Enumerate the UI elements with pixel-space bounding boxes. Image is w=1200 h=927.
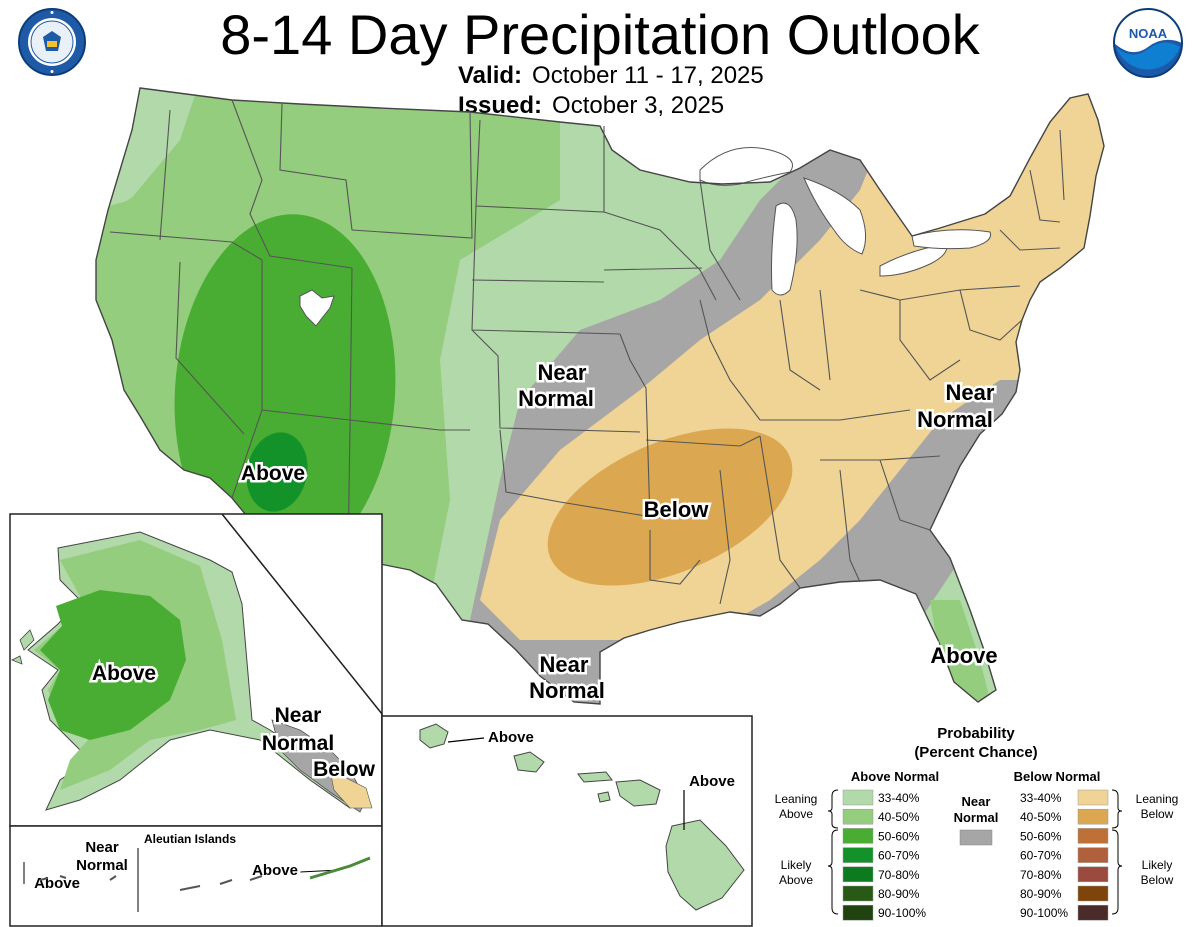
issued-date: October 3, 2025: [552, 92, 725, 119]
legend-below-header: Below Normal: [1014, 769, 1101, 784]
legend-title-2: (Percent Chance): [914, 744, 1037, 761]
legend-likely-below-2: Below: [1141, 873, 1174, 887]
oahu: [513, 751, 545, 773]
state-boundaries: [109, 99, 1065, 605]
label-near-normal-east-l2: Normal: [917, 407, 993, 432]
above-60-70-region: [246, 432, 308, 512]
alaska-above-50-60: [40, 590, 186, 740]
label-near-normal-central-l2: Normal: [518, 386, 594, 411]
molokai: [577, 771, 613, 783]
label-below-central: Below: [644, 497, 710, 522]
florida-above-40-50: [930, 600, 990, 700]
label-above-florida: Above: [930, 643, 997, 668]
legend-below-swatch-4: [1077, 866, 1109, 883]
legend-above-swatch-5: [842, 885, 874, 902]
big-island: [665, 819, 745, 911]
legend-below-swatch-1: [1077, 808, 1109, 825]
label-hawaii-above-kauai: Above: [488, 729, 534, 746]
valid-line: Valid: October 11 - 17, 2025: [458, 62, 764, 90]
legend-above-swatch-2: [842, 828, 874, 844]
legend-below-label-5: 80-90%: [1020, 887, 1062, 901]
legend-leaning-below-2: Below: [1141, 807, 1174, 821]
alaska-inset: Above Near Normal Below: [9, 513, 383, 827]
legend-above-label-6: 90-100%: [878, 906, 926, 920]
legend-above-label-0: 33-40%: [878, 791, 920, 805]
lanai: [597, 791, 611, 803]
legend-above-label-3: 60-70%: [878, 849, 920, 863]
label-near-normal-south-l1: Near: [540, 652, 589, 677]
legend-above-swatch-1: [842, 808, 874, 825]
label-alaska-below: Below: [313, 758, 376, 781]
legend-below-swatch-3: [1077, 847, 1109, 863]
label-aleutian-near-l2: Normal: [76, 857, 128, 874]
legend-near-header-1: Near: [962, 794, 991, 809]
maui: [615, 779, 661, 807]
kauai: [419, 723, 449, 749]
legend-below-label-4: 70-80%: [1020, 868, 1062, 882]
legend-likely-above-2: Above: [779, 873, 813, 887]
legend-above-swatch-0: [842, 789, 874, 806]
label-alaska-near-l1: Near: [275, 704, 322, 727]
legend-below-label-2: 50-60%: [1020, 829, 1062, 843]
valid-dates: October 11 - 17, 2025: [532, 62, 764, 89]
legend-above-label-1: 40-50%: [878, 810, 920, 824]
legend-above-swatch-6: [842, 904, 874, 921]
label-near-normal-central-l1: Near: [538, 360, 587, 385]
pacific-nw-above-33-40: [96, 88, 200, 220]
alaska-panhandle-below: [329, 769, 373, 809]
label-alaska-near-l2: Normal: [262, 732, 334, 755]
legend-above-label-2: 50-60%: [878, 829, 920, 843]
valid-label: Valid:: [458, 62, 523, 89]
map-title: 8-14 Day Precipitation Outlook: [220, 3, 980, 66]
label-aleutian-above-west: Above: [34, 875, 80, 892]
legend-likely-below-1: Likely: [1142, 858, 1173, 872]
legend-above-bins: 33-40% 40-50% 50-60% 60-70% 70-80% 80-90% 90-1…: [842, 789, 926, 921]
legend-above-header: Above Normal: [851, 769, 939, 784]
legend-above-label-5: 80-90%: [878, 887, 920, 901]
label-hawaii-above-big-island: Above: [689, 773, 735, 790]
legend-below-swatch-6: [1077, 904, 1109, 921]
label-near-normal-east-l1: Near: [946, 380, 995, 405]
legend-near-swatch: [959, 829, 993, 846]
legend-below-swatch-5: [1077, 885, 1109, 902]
legend-likely-above-1: Likely: [781, 858, 812, 872]
legend-near-header-2: Normal: [954, 810, 999, 825]
legend-below-bins: 33-40% 40-50% 50-60% 60-70% 70-80% 80-90% 90-1…: [1020, 789, 1109, 921]
above-50-60-region: [174, 214, 396, 570]
hawaii-inset: Above Above: [381, 715, 753, 927]
label-aleutian-above-east: Above: [252, 862, 298, 879]
label-alaska-above: Above: [92, 662, 156, 685]
noaa-logo-icon: NOAA: [1113, 8, 1183, 78]
label-above-west: Above: [241, 462, 305, 485]
aleutian-title: Aleutian Islands: [144, 832, 236, 846]
legend-below-label-0: 33-40%: [1020, 791, 1062, 805]
legend-leaning-below-1: Leaning: [1136, 792, 1179, 806]
legend-below-label-3: 60-70%: [1020, 849, 1062, 863]
below-40-50-region: [547, 428, 793, 586]
legend-below-swatch-0: [1077, 789, 1109, 806]
great-lakes: [699, 147, 992, 296]
aleutian-inset: Aleutian Islands Near Normal Above Above: [9, 825, 383, 927]
legend-title-1: Probability: [937, 725, 1015, 742]
legend-below-swatch-2: [1077, 828, 1109, 844]
label-aleutian-near-l1: Near: [85, 839, 119, 856]
legend-above-label-4: 70-80%: [878, 868, 920, 882]
commerce-seal-icon: [18, 8, 86, 76]
noaa-logo-text: NOAA: [1129, 26, 1168, 41]
legend: Probability (Percent Chance) Above Norma…: [775, 725, 1179, 921]
legend-leaning-above-1: Leaning: [775, 792, 818, 806]
legend-above-swatch-4: [842, 866, 874, 883]
great-salt-lake: [299, 289, 335, 327]
legend-above-swatch-3: [842, 847, 874, 863]
legend-below-label-6: 90-100%: [1020, 906, 1068, 920]
legend-below-label-1: 40-50%: [1020, 810, 1062, 824]
legend-leaning-above-2: Above: [779, 807, 813, 821]
california-above-40-50: [96, 180, 180, 460]
label-near-normal-south-l2: Normal: [529, 678, 605, 703]
